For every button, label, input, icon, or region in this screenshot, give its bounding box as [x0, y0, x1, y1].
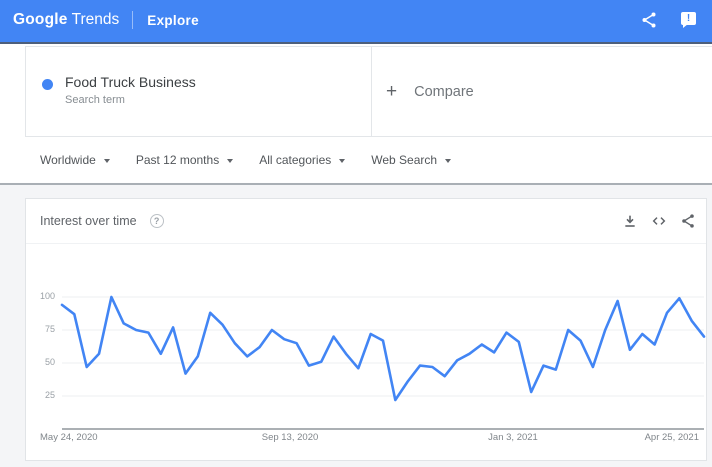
- results-section: Interest over time ?: [0, 185, 712, 467]
- download-icon[interactable]: [622, 213, 638, 229]
- filter-time-range[interactable]: Past 12 months: [135, 153, 234, 167]
- filter-region-label: Worldwide: [40, 153, 96, 167]
- chevron-down-icon: [103, 158, 110, 163]
- chart-title: Interest over time: [40, 214, 137, 228]
- logo-google-text: Google: [13, 11, 68, 28]
- search-term-card[interactable]: Food Truck Business Search term: [25, 46, 371, 137]
- filter-region[interactable]: Worldwide: [40, 153, 110, 167]
- plus-icon: +: [386, 80, 398, 102]
- y-tick-label: 50: [44, 357, 55, 367]
- filter-category[interactable]: All categories: [259, 153, 346, 167]
- embed-code-icon[interactable]: [651, 213, 667, 229]
- series-color-dot: [42, 79, 53, 90]
- filter-search-type[interactable]: Web Search: [371, 153, 452, 167]
- x-tick-label: May 24, 2020: [40, 432, 98, 443]
- x-tick-label: Jan 3, 2021: [488, 432, 538, 443]
- feedback-bubble: !: [681, 12, 696, 25]
- google-trends-logo[interactable]: Google Trends: [13, 11, 119, 29]
- compare-label: Compare: [414, 83, 474, 100]
- trend-line: [60, 295, 706, 402]
- chart-card-header: Interest over time ?: [26, 199, 706, 244]
- trend-chart-svg: [60, 295, 706, 430]
- x-tick-label: Sep 13, 2020: [261, 432, 319, 443]
- query-row: Food Truck Business Search term + Compar…: [25, 46, 712, 137]
- interest-over-time-card: Interest over time ?: [25, 198, 707, 461]
- share-icon[interactable]: [680, 213, 696, 229]
- chevron-down-icon: [339, 158, 346, 163]
- search-term-type: Search term: [65, 94, 125, 106]
- share-icon[interactable]: [640, 11, 658, 29]
- filter-category-label: All categories: [259, 153, 332, 167]
- chevron-down-icon: [227, 158, 234, 163]
- x-tick-label: Apr 25, 2021: [644, 432, 699, 443]
- chart-actions: [609, 213, 696, 229]
- filter-time-range-label: Past 12 months: [135, 153, 220, 167]
- chevron-down-icon: [445, 158, 452, 163]
- y-tick-label: 75: [44, 324, 55, 334]
- search-term-title: Food Truck Business: [65, 74, 196, 90]
- section-divider: [0, 183, 712, 185]
- interest-over-time-chart[interactable]: 100 75 50 25 May 24, 2020 Sep 13, 2020 J…: [26, 199, 706, 460]
- y-tick-label: 25: [44, 390, 55, 400]
- filter-bar: Worldwide Past 12 months All categories …: [40, 137, 477, 183]
- search-term-text-block: Food Truck Business Search term: [65, 74, 196, 106]
- header-divider: [132, 11, 134, 29]
- feedback-bubble-tail: [683, 24, 688, 28]
- nav-explore[interactable]: Explore: [147, 12, 199, 28]
- add-comparison-button[interactable]: + Compare: [371, 46, 712, 137]
- help-icon[interactable]: ?: [149, 214, 164, 228]
- filter-search-type-label: Web Search: [371, 153, 438, 167]
- logo-trends-text: Trends: [71, 11, 120, 28]
- y-tick-label: 100: [39, 291, 55, 301]
- feedback-icon[interactable]: !: [680, 11, 698, 29]
- app-header: Google Trends Explore !: [0, 0, 712, 44]
